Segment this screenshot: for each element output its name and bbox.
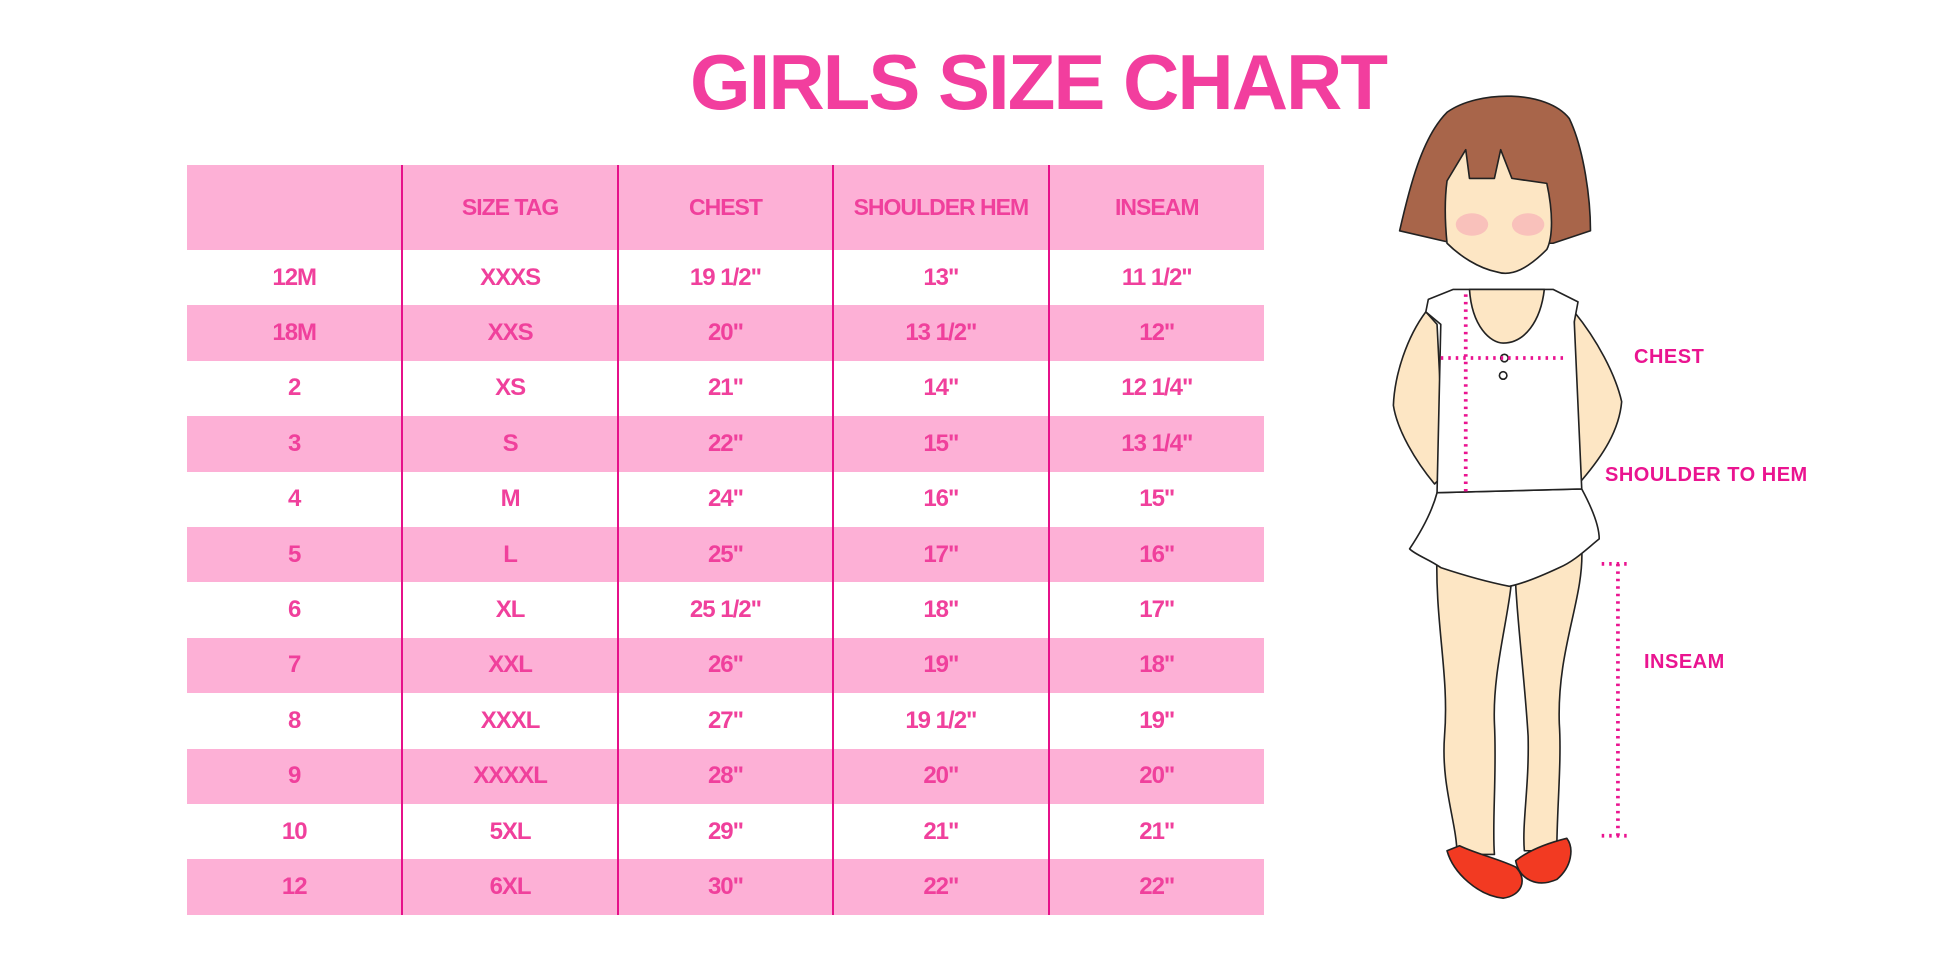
cell-chest: 19 1/2" xyxy=(616,250,834,306)
cell-size-tag: L xyxy=(401,526,618,583)
cell-size-tag: 5XL xyxy=(401,803,618,860)
cell-inseam: 20" xyxy=(1047,748,1264,804)
cell-shoulder-hem: 13" xyxy=(832,250,1049,306)
cell-size: 18M xyxy=(187,305,403,361)
table-row: 18M XXS 20" 13 1/2" 12" xyxy=(187,305,1264,361)
table-row: 5 L 25" 17" 16" xyxy=(187,526,1264,583)
cell-chest: 25" xyxy=(616,526,834,583)
cell-inseam: 11 1/2" xyxy=(1047,250,1264,306)
cell-chest: 21" xyxy=(616,360,834,417)
cell-size-tag: XXXL xyxy=(401,693,618,749)
neck xyxy=(1468,288,1546,344)
cell-size: 10 xyxy=(187,803,403,860)
cell-chest: 22" xyxy=(616,416,834,472)
table-row: 12 6XL 30" 22" 22" xyxy=(187,859,1264,915)
table-row: 4 M 24" 16" 15" xyxy=(187,471,1264,527)
cell-size-tag: S xyxy=(401,416,618,472)
cell-chest: 20" xyxy=(616,305,834,361)
cell-inseam: 17" xyxy=(1047,582,1264,638)
cell-inseam: 19" xyxy=(1047,693,1264,749)
cell-shoulder-hem: 19" xyxy=(832,637,1049,694)
cell-inseam: 12 1/4" xyxy=(1047,360,1264,417)
inseam-label: INSEAM xyxy=(1644,651,1725,673)
cell-size-tag: XXS xyxy=(401,305,618,361)
left-leg xyxy=(1435,548,1514,856)
cell-size: 6 xyxy=(187,582,403,638)
cell-shoulder-hem: 16" xyxy=(832,471,1049,527)
right-leg xyxy=(1513,548,1583,852)
cell-size: 5 xyxy=(187,526,403,583)
cell-size-tag: XS xyxy=(401,360,618,417)
right-shoe xyxy=(1514,837,1572,884)
table-row: 7 XXL 26" 19" 18" xyxy=(187,637,1264,694)
table-header-row: SIZE TAG CHEST SHOULDER HEM INSEAM xyxy=(187,165,1264,250)
table-row: 2 XS 21" 14" 12 1/4" xyxy=(187,360,1264,417)
header-shoulder-hem: SHOULDER HEM xyxy=(832,165,1049,250)
cell-inseam: 18" xyxy=(1047,637,1264,694)
cell-size: 3 xyxy=(187,416,403,472)
skirt xyxy=(1408,488,1601,588)
cell-shoulder-hem: 14" xyxy=(832,360,1049,417)
cell-chest: 26" xyxy=(616,637,834,694)
cell-size: 12M xyxy=(187,250,403,306)
table-row: 8 XXXL 27" 19 1/2" 19" xyxy=(187,693,1264,749)
cell-size: 2 xyxy=(187,360,403,417)
cell-size: 12 xyxy=(187,859,403,915)
cell-chest: 25 1/2" xyxy=(616,582,834,638)
cell-inseam: 22" xyxy=(1047,859,1264,915)
header-inseam: INSEAM xyxy=(1047,165,1264,250)
left-arm xyxy=(1392,311,1446,485)
cell-shoulder-hem: 17" xyxy=(832,526,1049,583)
cell-shoulder-hem: 21" xyxy=(832,803,1049,860)
left-shoe xyxy=(1446,844,1523,899)
cell-shoulder-hem: 13 1/2" xyxy=(832,305,1049,361)
size-chart-table: SIZE TAG CHEST SHOULDER HEM INSEAM 12M XX… xyxy=(187,165,1264,915)
cell-inseam: 21" xyxy=(1047,803,1264,860)
cell-size-tag: XXXS xyxy=(401,250,618,306)
table-row: 3 S 22" 15" 13 1/4" xyxy=(187,416,1264,472)
cell-shoulder-hem: 20" xyxy=(832,748,1049,804)
cell-size: 7 xyxy=(187,637,403,694)
cell-shoulder-hem: 22" xyxy=(832,859,1049,915)
cell-size-tag: M xyxy=(401,471,618,527)
cell-size-tag: XXXXL xyxy=(401,748,618,804)
face xyxy=(1444,148,1553,274)
cell-inseam: 13 1/4" xyxy=(1047,416,1264,472)
cell-size-tag: 6XL xyxy=(401,859,618,915)
cell-size-tag: XL xyxy=(401,582,618,638)
table-row: 9 XXXXL 28" 20" 20" xyxy=(187,748,1264,804)
cell-chest: 30" xyxy=(616,859,834,915)
right-cheek xyxy=(1511,213,1545,236)
table-row: 12M XXXS 19 1/2" 13" 11 1/2" xyxy=(187,250,1264,306)
cell-inseam: 15" xyxy=(1047,471,1264,527)
cell-size-tag: XXL xyxy=(401,637,618,694)
cell-inseam: 16" xyxy=(1047,526,1264,583)
cell-chest: 29" xyxy=(616,803,834,860)
cell-chest: 27" xyxy=(616,693,834,749)
table-row: 10 5XL 29" 21" 21" xyxy=(187,803,1264,860)
cell-size: 9 xyxy=(187,748,403,804)
cell-shoulder-hem: 15" xyxy=(832,416,1049,472)
header-chest: CHEST xyxy=(616,165,834,250)
cell-inseam: 12" xyxy=(1047,305,1264,361)
cell-shoulder-hem: 19 1/2" xyxy=(832,693,1049,749)
shirt-button xyxy=(1498,370,1508,381)
cell-size: 4 xyxy=(187,471,403,527)
chest-label: CHEST xyxy=(1634,346,1705,368)
cell-size: 8 xyxy=(187,693,403,749)
left-cheek xyxy=(1455,213,1489,236)
header-size xyxy=(187,165,403,250)
table-row: 6 XL 25 1/2" 18" 17" xyxy=(187,582,1264,638)
header-size-tag: SIZE TAG xyxy=(401,165,618,250)
cell-shoulder-hem: 18" xyxy=(832,582,1049,638)
right-arm xyxy=(1570,311,1623,482)
shoulder-to-hem-label: SHOULDER TO HEM xyxy=(1605,464,1808,486)
cell-chest: 28" xyxy=(616,748,834,804)
cell-chest: 24" xyxy=(616,471,834,527)
